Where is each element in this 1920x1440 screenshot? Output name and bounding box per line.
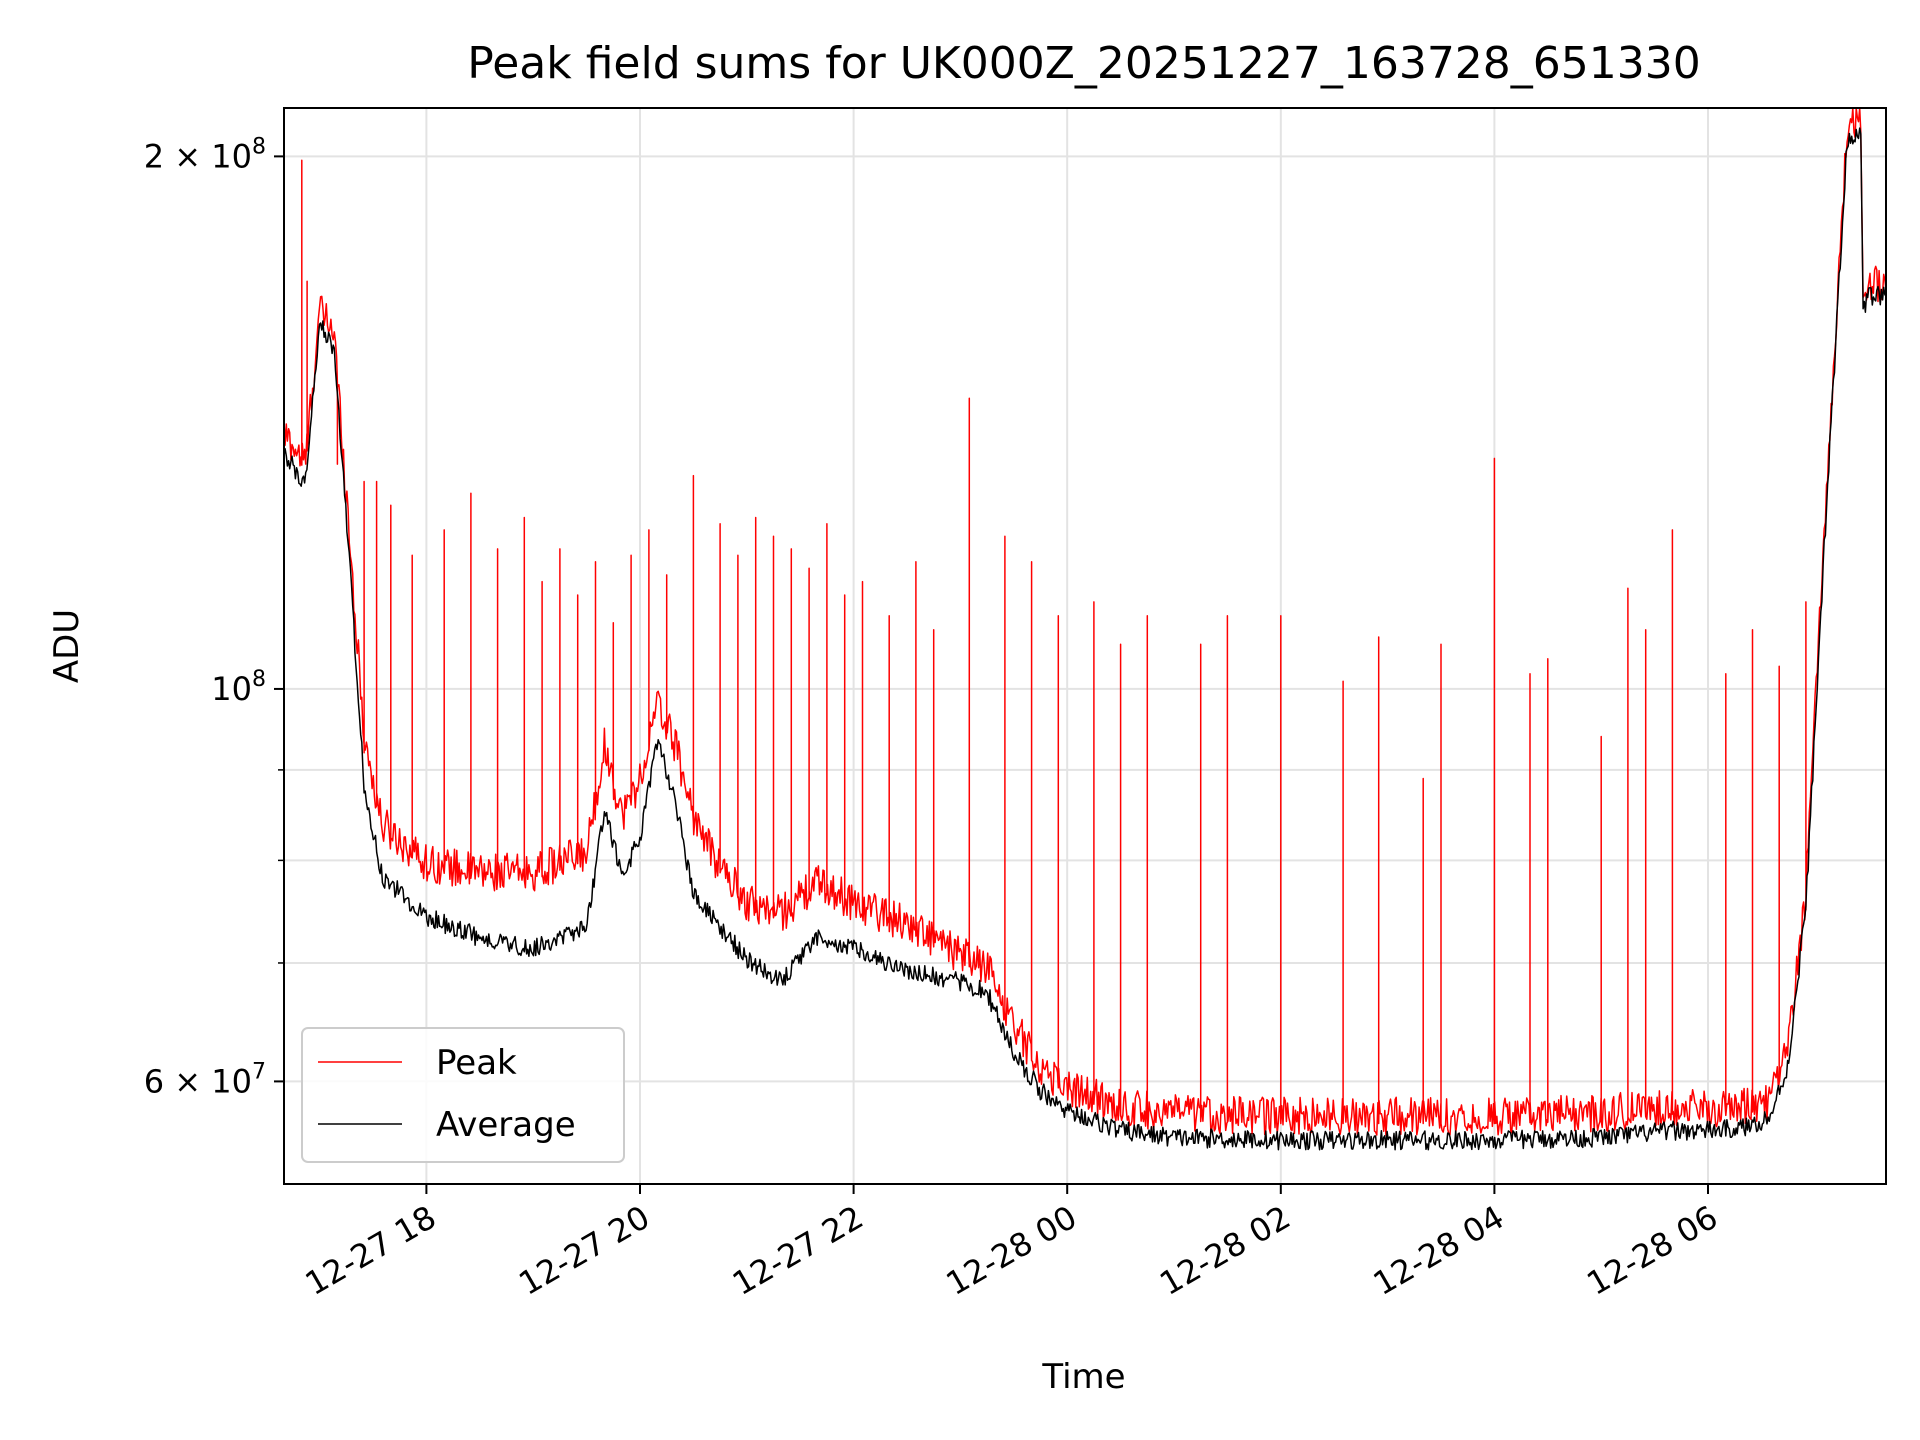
series-line-peak: [283, 107, 1887, 1136]
series-layer: [283, 107, 1887, 1151]
y-tick-label: 108: [211, 667, 266, 708]
legend-entry-average: Average: [436, 1105, 576, 1145]
chart-title: Peak field sums for UK000Z_20251227_1637…: [467, 38, 1701, 89]
plot-frame: [283, 107, 1887, 1185]
y-tick-label: 6 × 107: [144, 1059, 266, 1100]
x-axis-label: Time: [1041, 1357, 1125, 1397]
y-axis: 2 × 108 108 6 × 107: [144, 134, 284, 1100]
y-tick-label: 2 × 108: [144, 134, 266, 175]
legend-entry-peak: Peak: [436, 1043, 517, 1083]
series-line-average: [283, 127, 1887, 1151]
legend: Peak Average: [301, 1027, 625, 1163]
y-axis-label: ADU: [47, 609, 87, 683]
